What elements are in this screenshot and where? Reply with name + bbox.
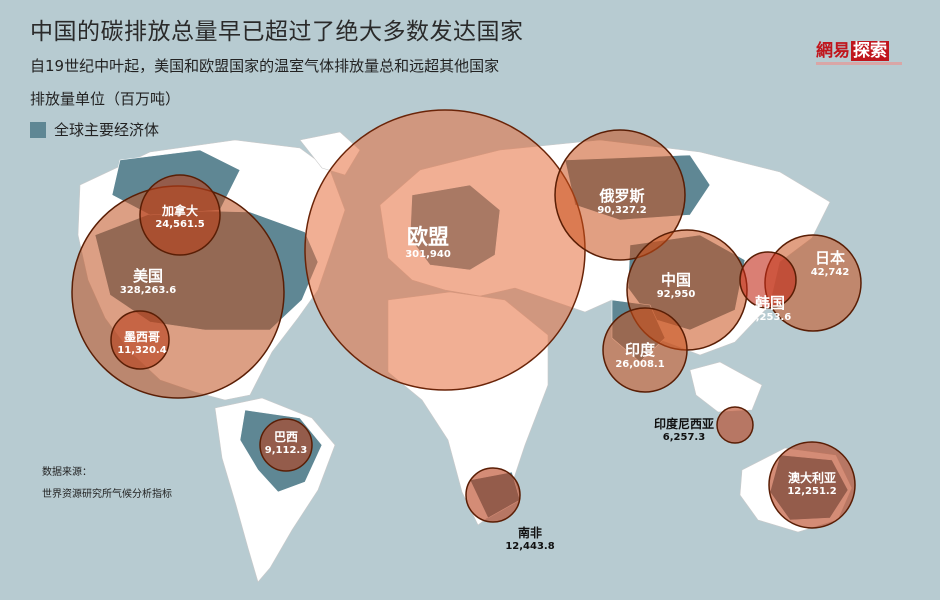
legend: 全球主要经济体	[30, 119, 159, 140]
label-usa: 美国 328,263.6	[119, 267, 177, 297]
label-india: 印度 26,008.1	[615, 341, 665, 371]
brand-logo: 網易 探索	[816, 41, 889, 61]
label-eu: 欧盟 301,940	[405, 225, 451, 261]
page-title: 中国的碳排放总量早已超过了绝大多数发达国家	[30, 19, 524, 45]
subtitle: 自19世纪中叶起，美国和欧盟国家的温室气体排放量总和远超其他国家	[30, 57, 500, 75]
source-label: 数据来源：	[42, 467, 92, 478]
legend-label: 全球主要经济体	[54, 121, 160, 139]
label-indonesia: 印度尼西亚 6,257.3	[653, 417, 715, 443]
label-china: 中国 92,950	[656, 271, 696, 301]
label-mexico: 墨西哥 11,320.4	[117, 330, 167, 356]
emission-bubbles	[71, 109, 862, 529]
unit-label: 排放量单位（百万吨）	[30, 90, 181, 108]
bubble-russia	[554, 129, 686, 261]
legend-swatch	[30, 121, 46, 138]
label-japan: 日本 42,742	[810, 249, 850, 279]
label-canada: 加拿大 24,561.5	[155, 204, 205, 230]
label-brazil: 巴西 9,112.3	[264, 430, 308, 456]
label-south-africa: 南非 12,443.8	[505, 526, 555, 552]
label-russia: 俄罗斯 90,327.2	[597, 187, 647, 217]
bubble-korea	[739, 251, 797, 309]
label-australia: 澳大利亚 12,251.2	[787, 471, 837, 497]
bubble-mexico	[110, 310, 170, 370]
label-korea: 韩国 9,253.6	[748, 294, 792, 324]
source-text: 世界资源研究所气候分析指标	[42, 489, 172, 500]
bubble-india	[602, 307, 688, 393]
bubble-indonesia	[716, 406, 754, 444]
brand-underline	[816, 62, 902, 65]
bubble-canada	[139, 174, 221, 256]
bubble-brazil	[259, 418, 313, 472]
bubble-australia	[768, 441, 856, 529]
data-source: 数据来源： 世界资源研究所气候分析指标	[42, 462, 172, 506]
bubble-south-africa	[465, 467, 521, 523]
